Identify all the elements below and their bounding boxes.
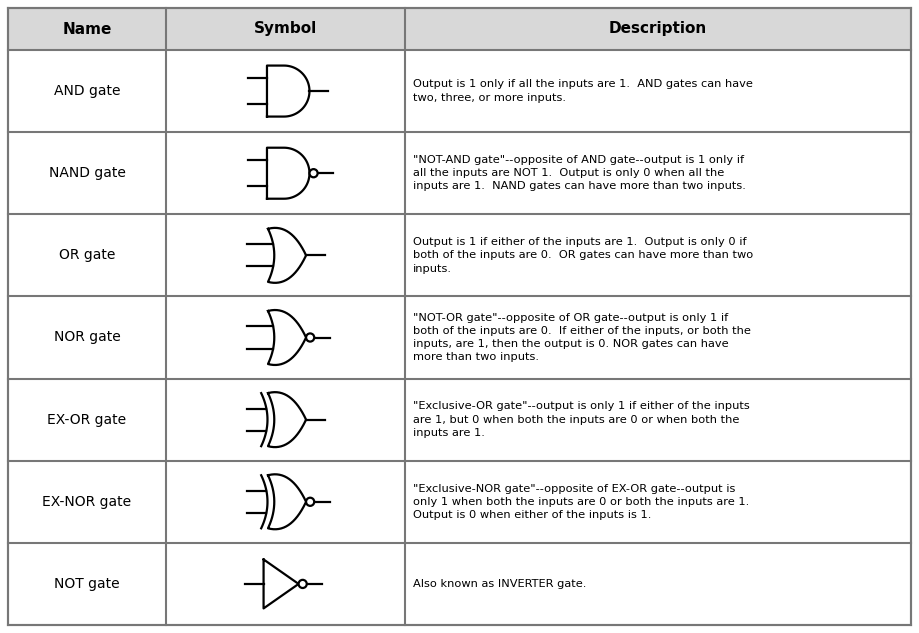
Text: NAND gate: NAND gate (49, 166, 126, 180)
Polygon shape (268, 310, 306, 365)
Polygon shape (268, 228, 306, 283)
Circle shape (310, 169, 318, 177)
Text: "Exclusive-NOR gate"--opposite of EX-OR gate--output is
only 1 when both the inp: "Exclusive-NOR gate"--opposite of EX-OR … (414, 484, 750, 520)
Text: NOR gate: NOR gate (53, 330, 120, 344)
Polygon shape (267, 66, 310, 116)
Circle shape (299, 580, 307, 588)
Text: Output is 1 if either of the inputs are 1.  Output is only 0 if
both of the inpu: Output is 1 if either of the inputs are … (414, 237, 754, 273)
Text: EX-OR gate: EX-OR gate (48, 413, 127, 427)
Text: OR gate: OR gate (59, 248, 115, 262)
Polygon shape (268, 474, 306, 529)
Polygon shape (267, 147, 310, 199)
Circle shape (306, 334, 314, 342)
Text: Output is 1 only if all the inputs are 1.  AND gates can have
two, three, or mor: Output is 1 only if all the inputs are 1… (414, 80, 754, 103)
Text: Symbol: Symbol (254, 22, 317, 37)
Text: Also known as INVERTER gate.: Also known as INVERTER gate. (414, 579, 586, 589)
Text: "NOT-AND gate"--opposite of AND gate--output is 1 only if
all the inputs are NOT: "NOT-AND gate"--opposite of AND gate--ou… (414, 155, 746, 191)
Text: AND gate: AND gate (54, 84, 120, 98)
Text: Name: Name (62, 22, 112, 37)
Text: EX-NOR gate: EX-NOR gate (42, 495, 131, 509)
Text: NOT gate: NOT gate (54, 577, 119, 591)
Text: "Exclusive-OR gate"--output is only 1 if either of the inputs
are 1, but 0 when : "Exclusive-OR gate"--output is only 1 if… (414, 401, 750, 438)
Polygon shape (264, 560, 299, 608)
Circle shape (306, 498, 314, 506)
Text: "NOT-OR gate"--opposite of OR gate--output is only 1 if
both of the inputs are 0: "NOT-OR gate"--opposite of OR gate--outp… (414, 313, 751, 362)
Polygon shape (268, 392, 306, 447)
Text: Description: Description (609, 22, 708, 37)
Bar (8, 8, 911, 50)
